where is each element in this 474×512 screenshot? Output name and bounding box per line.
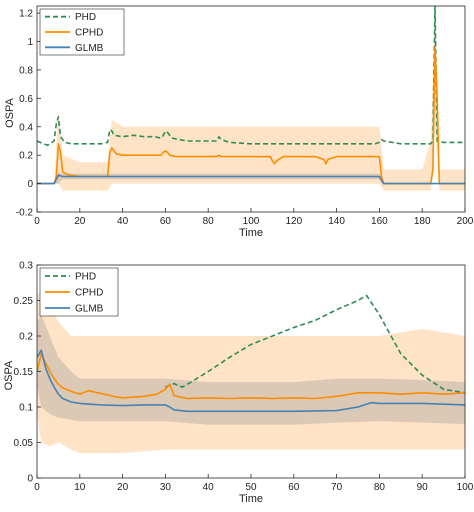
series-line-glmb [37, 174, 465, 185]
y-axis-label: OSPA [4, 97, 16, 127]
legend-label-glmb: GLMB [75, 304, 104, 315]
y-tick-label: -0.2 [16, 208, 34, 219]
legend-label-phd: PHD [75, 12, 96, 23]
x-tick-label: 40 [203, 482, 215, 493]
chart-1: 0 20 40 60 80 100 120 140 160 180 200-0.200.20.40.… [4, 5, 474, 239]
x-tick-label: 180 [414, 216, 431, 227]
x-tick-label: 90 [417, 482, 429, 493]
x-axis-label: Time [239, 227, 263, 239]
y-tick-label: 0.6 [19, 94, 33, 105]
plot-area [37, 6, 465, 191]
x-tick-label: 40 [117, 216, 129, 227]
x-axis-label: Time [239, 493, 263, 505]
legend: PHD CPHD GLMB [39, 267, 119, 317]
confidence-band-2 [37, 314, 465, 425]
legend-label-cphd: CPHD [75, 288, 103, 299]
legend-label-glmb: GLMB [75, 43, 104, 54]
x-tick-label: 0 [34, 216, 40, 227]
x-tick-label: 30 [160, 482, 172, 493]
x-tick-label: 70 [331, 482, 343, 493]
x-tick-label: 200 [457, 216, 474, 227]
y-tick-label: 0.4 [19, 122, 33, 133]
x-tick-label: 80 [203, 216, 215, 227]
chart-2: 0 10 20 30 40 50 60 70 80 90 100 0 0.05 0.1 0.15 0.2 0.2… [3, 261, 474, 506]
series-line-glmb [37, 349, 465, 413]
confidence-band-2 [37, 172, 465, 184]
x-tick-label: 60 [160, 216, 172, 227]
y-tick-label: 1 [27, 37, 33, 48]
y-axis-label: OSPA [3, 360, 15, 390]
x-tick-label: 140 [328, 216, 345, 227]
x-tick-label: 100 [243, 216, 260, 227]
series-line-cphd [37, 352, 465, 400]
x-tick-label: 160 [371, 216, 388, 227]
series-line-phd [165, 294, 465, 394]
x-tick-label: 100 [457, 482, 474, 493]
y-tick-label: 0.1 [19, 403, 33, 414]
y-tick-label: 0.2 [19, 332, 33, 343]
x-tick-label: 0 [34, 482, 40, 493]
legend-label-phd: PHD [75, 272, 96, 283]
x-tick-label: 10 [74, 482, 86, 493]
plot-area [37, 293, 465, 454]
x-tick-label: 20 [74, 216, 86, 227]
x-tick-label: 60 [288, 482, 300, 493]
x-tick-label: 120 [285, 216, 302, 227]
y-tick-label: 0.8 [19, 65, 33, 76]
y-tick-label: 0.05 [14, 438, 34, 449]
x-tick-label: 20 [117, 482, 129, 493]
y-tick-label: 0.3 [19, 261, 33, 272]
series-line-phd [37, 6, 465, 146]
y-tick-label: 0 [27, 179, 33, 190]
y-tick-label: 0 [27, 474, 33, 485]
legend-label-cphd: CPHD [75, 28, 103, 39]
y-tick-label: 0.25 [14, 296, 34, 307]
x-tick-label: 50 [245, 482, 257, 493]
y-tick-label: 1.2 [19, 9, 33, 20]
confidence-band-1 [37, 293, 465, 454]
y-tick-label: 0.15 [14, 367, 34, 378]
legend: PHD CPHD GLMB [39, 8, 125, 56]
y-tick-label: 0.2 [19, 151, 33, 162]
confidence-band-1 [37, 10, 465, 191]
x-tick-label: 80 [374, 482, 386, 493]
